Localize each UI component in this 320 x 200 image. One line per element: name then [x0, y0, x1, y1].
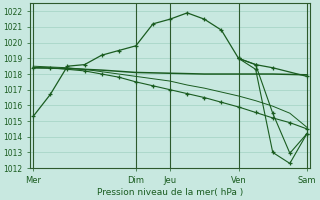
- X-axis label: Pression niveau de la mer( hPa ): Pression niveau de la mer( hPa ): [97, 188, 243, 197]
